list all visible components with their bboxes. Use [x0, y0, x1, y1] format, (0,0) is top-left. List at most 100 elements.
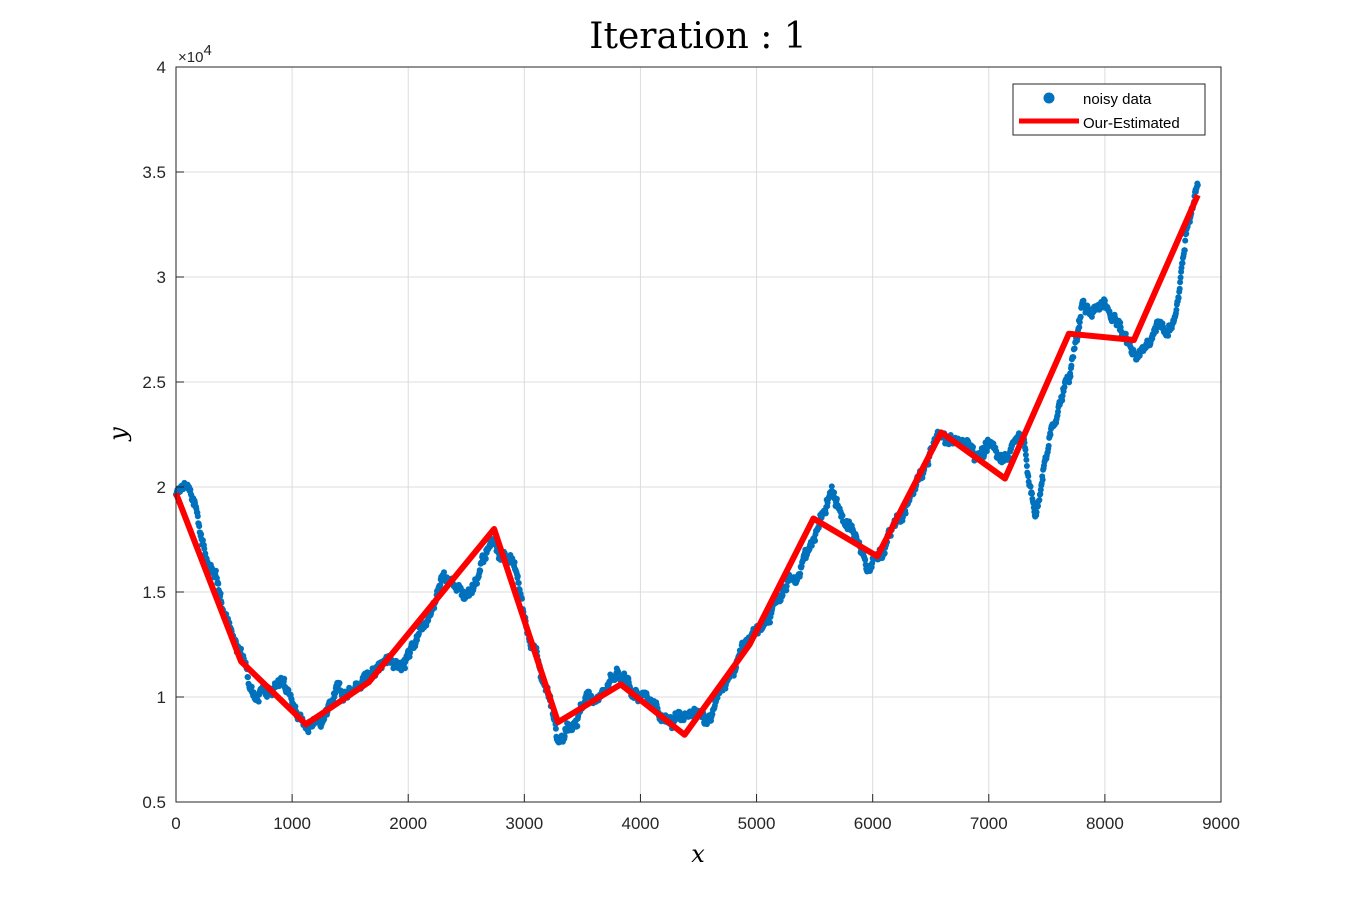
- noisy-point: [833, 495, 840, 502]
- y-exponent-label: ×104: [178, 42, 212, 66]
- noisy-point: [511, 559, 518, 566]
- legend-box: [1012, 83, 1206, 136]
- noisy-point: [1047, 431, 1054, 438]
- y-tick-label: 1.5: [142, 583, 166, 602]
- y-tick-label: 1: [157, 688, 166, 707]
- x-tick-label: 6000: [854, 814, 892, 833]
- noisy-point: [1022, 451, 1029, 458]
- noisy-point: [1077, 313, 1084, 320]
- noisy-point: [514, 573, 521, 580]
- noisy-point: [198, 531, 205, 538]
- noisy-point: [1179, 260, 1186, 267]
- noisy-point: [1027, 483, 1034, 490]
- estimated-series: [173, 193, 1201, 738]
- noisy-point: [1023, 463, 1030, 469]
- x-tick-label: 3000: [505, 814, 543, 833]
- y-exponent-base: ×10: [178, 49, 203, 66]
- noisy-point: [482, 555, 489, 562]
- x-tick-label: 9000: [1202, 814, 1240, 833]
- noisy-point: [881, 550, 888, 557]
- noisy-point: [1176, 285, 1183, 292]
- noisy-point: [1039, 476, 1046, 483]
- noisy-point: [292, 703, 299, 710]
- noisy-point: [1059, 397, 1066, 404]
- noisy-point: [1177, 279, 1184, 286]
- noisy-point: [831, 489, 838, 496]
- noisy-point: [199, 537, 206, 544]
- noisy-point: [1023, 456, 1030, 463]
- noisy-point: [1036, 497, 1043, 503]
- x-axis-label: x: [691, 840, 705, 868]
- noisy-point: [1029, 490, 1035, 497]
- noisy-point: [1117, 319, 1124, 326]
- noisy-point: [797, 570, 804, 577]
- noisy-point: [441, 569, 447, 576]
- noisy-point: [194, 513, 201, 520]
- noisy-point: [822, 510, 829, 517]
- noisy-point: [281, 675, 288, 682]
- noisy-point: [1173, 306, 1180, 313]
- noisy-point: [1183, 230, 1190, 237]
- chart-title: Iteration : 1: [589, 16, 806, 57]
- x-tick-label: 0: [171, 814, 180, 833]
- y-tick-label: 2.5: [142, 373, 166, 392]
- noisy-point: [402, 665, 408, 672]
- y-tick-label: 0.5: [142, 793, 166, 812]
- x-tick-label: 8000: [1086, 814, 1124, 833]
- noisy-point: [812, 537, 819, 544]
- noisy-point: [1067, 373, 1074, 380]
- y-axis-ticks: 0.5 1 1.5 2 2.5 3 3.5 4: [142, 58, 184, 812]
- x-tick-label: 5000: [738, 814, 776, 833]
- noisy-point: [212, 567, 219, 574]
- noisy-point: [1055, 408, 1061, 415]
- noisy-point: [1181, 247, 1188, 254]
- noisy-point: [217, 590, 224, 597]
- y-tick-label: 3: [157, 268, 166, 287]
- noisy-point: [1178, 264, 1185, 271]
- noisy-point: [1035, 503, 1041, 509]
- noisy-point: [1070, 354, 1077, 361]
- noisy-point: [1153, 328, 1159, 335]
- noisy-point: [336, 680, 343, 686]
- noisy-point: [1022, 446, 1029, 453]
- noisy-point: [1175, 295, 1182, 301]
- noisy-point: [415, 630, 422, 637]
- noisy-point: [187, 486, 194, 493]
- noisy-point: [783, 583, 790, 590]
- noisy-point: [1182, 237, 1189, 244]
- noisy-point: [1076, 324, 1083, 331]
- legend-marker-noisy: [1043, 92, 1055, 104]
- noisy-point: [1177, 274, 1184, 281]
- noisy-point: [574, 723, 581, 730]
- noisy-point: [1101, 297, 1108, 304]
- x-tick-label: 4000: [622, 814, 660, 833]
- noisy-point: [332, 690, 339, 697]
- noisy-point: [1045, 442, 1052, 449]
- legend: noisy data Our-Estimated: [1012, 83, 1206, 136]
- noisy-point: [474, 580, 480, 587]
- noisy-point: [255, 698, 262, 705]
- noisy-point: [839, 512, 846, 519]
- noisy-point: [828, 483, 835, 490]
- y-axis-label: y: [104, 427, 132, 442]
- noisy-point: [767, 619, 773, 626]
- plot-area-frame: [175, 66, 1222, 803]
- x-tick-label: 7000: [970, 814, 1008, 833]
- noisy-point: [201, 545, 208, 552]
- noisy-point: [902, 510, 909, 517]
- x-axis-ticks: 0 1000 2000 3000 4000 5000 6000 7000 8000 9000: [171, 794, 1240, 833]
- y-tick-label: 3.5: [142, 163, 166, 182]
- noisy-point: [215, 580, 222, 587]
- noisy-point: [561, 733, 568, 740]
- x-tick-label: 1000: [273, 814, 311, 833]
- noisy-point: [477, 567, 484, 574]
- noisy-point: [862, 556, 869, 563]
- y-exponent-power: 4: [203, 42, 211, 59]
- noisy-point: [1033, 509, 1040, 516]
- noisy-point: [196, 523, 203, 530]
- noisy-point: [1194, 182, 1201, 189]
- legend-label-estimated: Our-Estimated: [1083, 115, 1180, 132]
- noisy-point: [970, 444, 976, 450]
- noisy-point: [1025, 473, 1032, 480]
